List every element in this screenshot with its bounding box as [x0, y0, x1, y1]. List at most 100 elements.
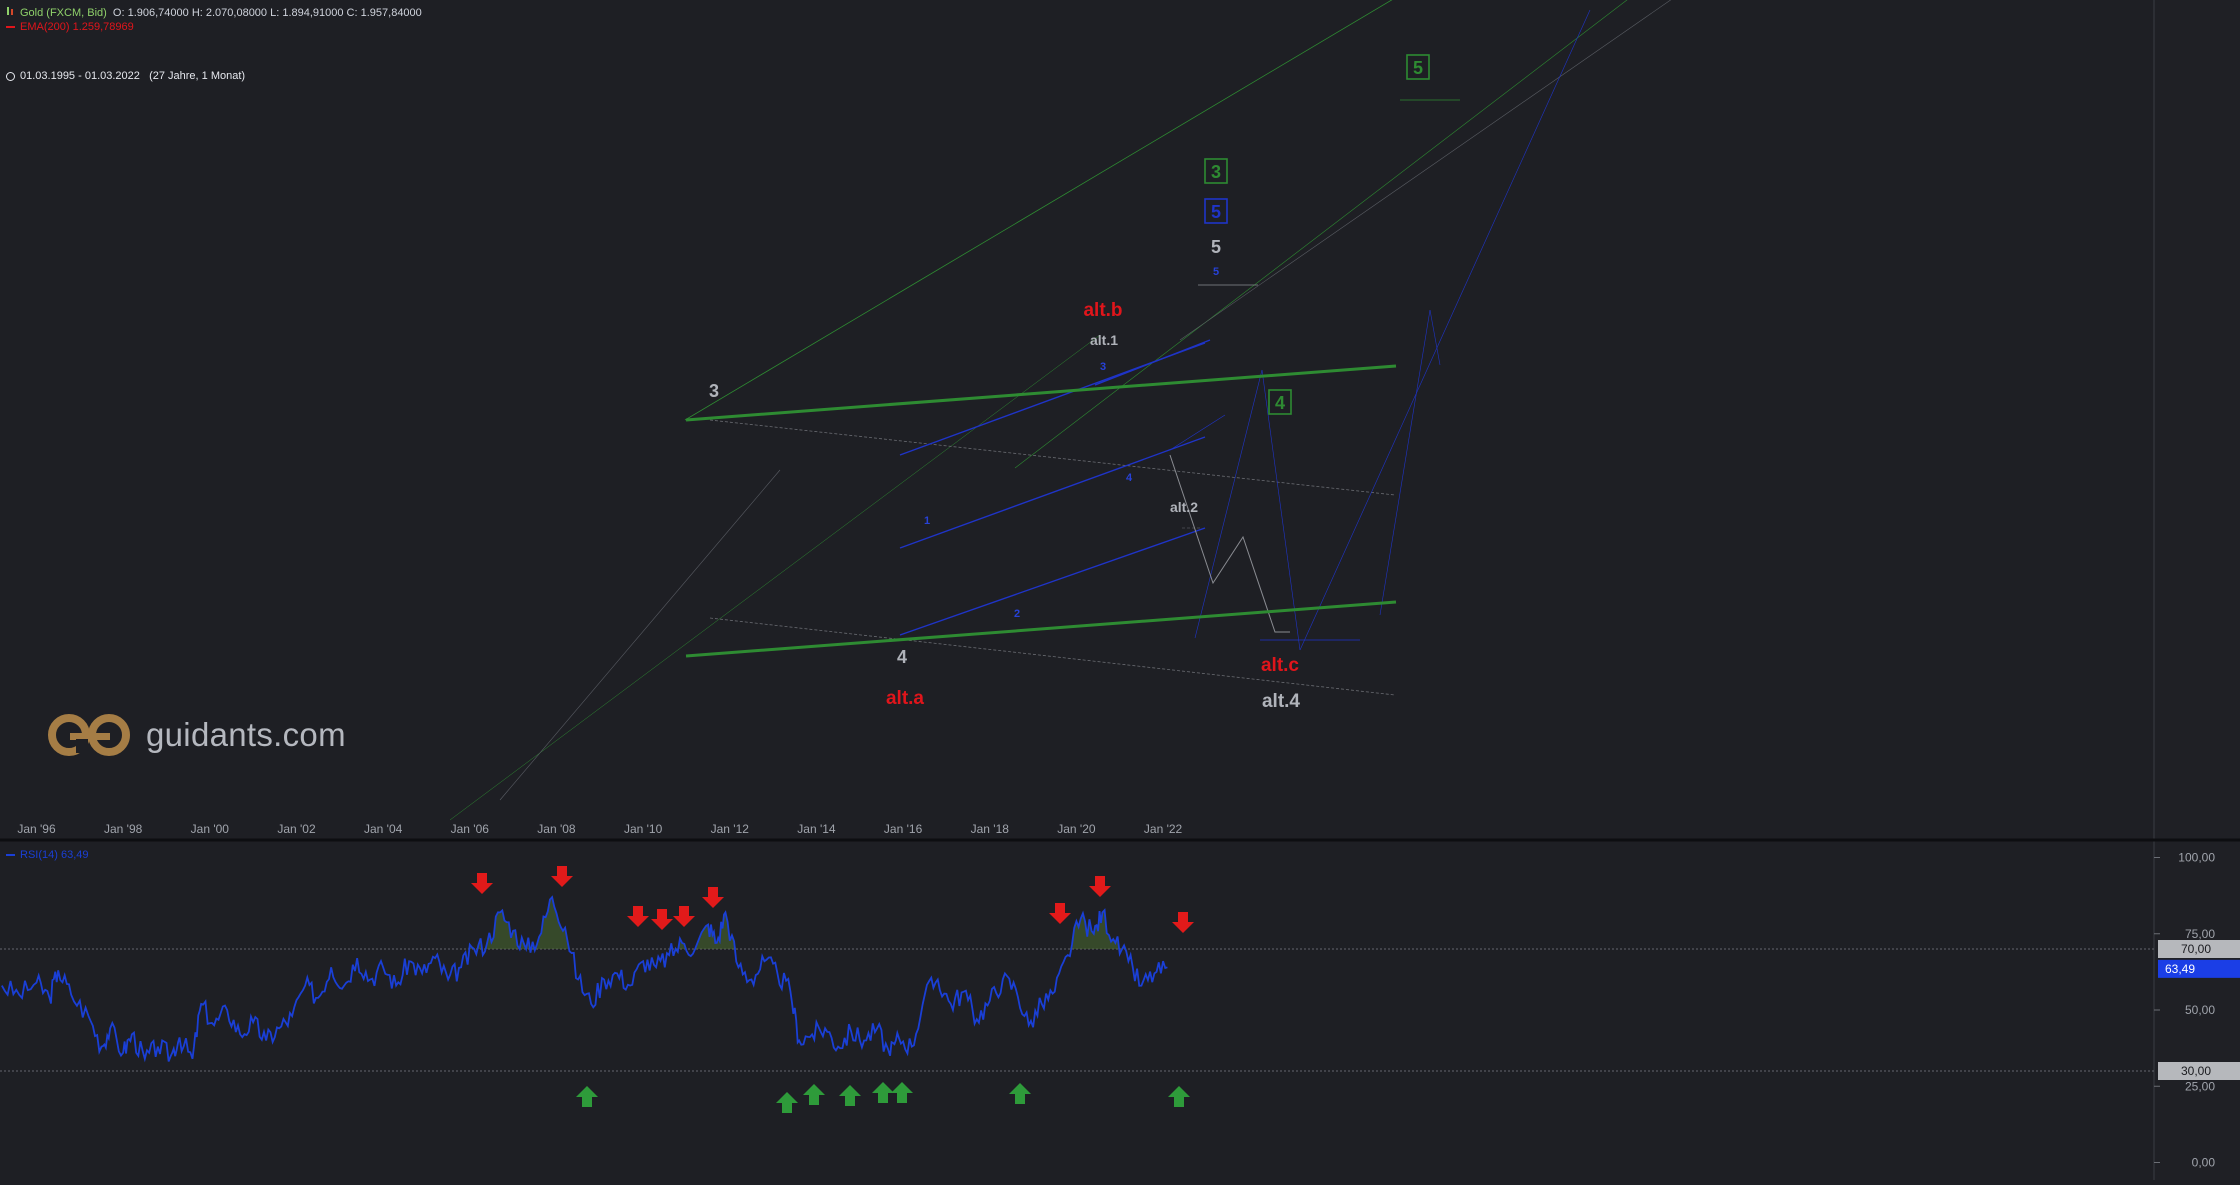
ohlc-values: O: 1.906,74000 H: 2.070,08000 L: 1.894,9…: [112, 7, 422, 19]
wave-fan-line: [1014, 0, 1628, 469]
ema-legend: EMA(200) 1.259,78969: [6, 21, 134, 33]
wave-fan-line: [684, 0, 1393, 421]
arrow-shaft: [897, 1093, 907, 1103]
arrow-head: [1049, 913, 1071, 924]
arrow-shaft: [582, 1097, 592, 1107]
wave-green-4: 4: [1275, 393, 1285, 413]
target-line: [1261, 369, 1301, 651]
arrow-shaft: [845, 1096, 855, 1106]
rsi-level-label: 70,00: [2181, 942, 2211, 956]
target-line: [1379, 309, 1431, 616]
small-wave-1: 1: [924, 515, 930, 527]
rsi-line: [1, 895, 1168, 1063]
alt-projection-path: [1169, 454, 1290, 633]
y-axis-ticks: 675,00000750,00000825,00000900,000001.00…: [2154, 851, 2216, 1170]
rsi-label: RSI(14) 63,49: [20, 849, 89, 861]
ohlc-legend: Gold (FXCM, Bid) O: 1.906,74000 H: 2.070…: [6, 6, 422, 19]
x-tick-label: Jan '12: [711, 822, 750, 836]
arrow-head: [702, 897, 724, 908]
rsi-current-badge: [2158, 959, 2240, 978]
arrow-shaft: [708, 887, 718, 897]
wave-annotations: 3 4 5 3 4 5 5 1 2 3 4 5 alt.a alt.b alt.c alt.1 alt.2 alt…: [709, 54, 1430, 712]
clock-icon: [6, 72, 15, 81]
rsi-tick-label: 0,00: [2192, 1156, 2216, 1170]
buy-arrow-icon: [872, 1082, 894, 1103]
arrow-head: [673, 916, 695, 927]
wave-blue-5: 5: [1211, 202, 1221, 222]
small-wave-2: 2: [1014, 608, 1020, 620]
rsi-legend: RSI(14) 63,49: [6, 849, 88, 861]
alt-a-label: alt.a: [886, 688, 924, 709]
x-tick-label: Jan '06: [451, 822, 490, 836]
x-axis-ticks: Jan '96 Jan '98 Jan '00 Jan '02 Jan '04 Jan '…: [17, 822, 1182, 836]
candles-icon: [6, 6, 15, 19]
arrow-head: [872, 1082, 894, 1093]
date-range-detail: (27 Jahre, 1 Monat): [149, 70, 246, 82]
ema-label: EMA(200) 1.259,78969: [20, 21, 134, 33]
sell-arrow-icon: [627, 906, 649, 927]
alt-4-label: alt.4: [1262, 691, 1300, 712]
alt-c-label: alt.c: [1261, 655, 1299, 676]
x-tick-label: Jan '14: [797, 822, 836, 836]
wave-fan-line: [1179, 0, 1672, 341]
rsi-level-badge: [2158, 940, 2240, 958]
guide-lines: [449, 0, 1672, 821]
sell-arrow-icon: [651, 909, 673, 930]
arrow-head: [839, 1085, 861, 1096]
wave-green-3: 3: [1211, 162, 1221, 182]
guidants-logo-icon: [48, 714, 130, 756]
arrow-shaft: [679, 906, 689, 916]
sell-arrow-icon: [1089, 876, 1111, 897]
line-icon: [6, 849, 15, 861]
blue-channel-line: [1094, 339, 1211, 386]
x-tick-label: Jan '02: [277, 822, 316, 836]
arrow-head: [1089, 886, 1111, 897]
wave-green-3-box: [1204, 158, 1228, 184]
wave-fan-line: [449, 334, 1101, 821]
rsi-current-label: 63,49: [2165, 962, 2195, 976]
arrow-head: [891, 1082, 913, 1093]
sell-arrow-icon: [1172, 912, 1194, 933]
x-tick-label: Jan '98: [104, 822, 143, 836]
sell-arrow-icon: [702, 887, 724, 908]
buy-arrow-icon: [803, 1084, 825, 1105]
alt-b-label: alt.b: [1083, 300, 1122, 321]
arrow-head: [776, 1092, 798, 1103]
x-tick-label: Jan '20: [1057, 822, 1096, 836]
x-tick-label: Jan '10: [624, 822, 663, 836]
rsi-level-badge: [2158, 1062, 2240, 1080]
alt-1-label: alt.1: [1090, 332, 1118, 348]
target-line: [1169, 414, 1226, 451]
arrow-shaft: [633, 906, 643, 916]
arrow-head: [551, 876, 573, 887]
arrow-shaft: [782, 1103, 792, 1113]
small-wave-4: 4: [1126, 472, 1133, 484]
small-wave-3: 3: [1100, 361, 1106, 373]
target-line: [1429, 309, 1441, 366]
x-tick-label: Jan '18: [971, 822, 1010, 836]
arrow-shaft: [809, 1095, 819, 1105]
guidants-logo: guidants.com: [46, 710, 346, 760]
arrow-head: [651, 919, 673, 930]
arrow-head: [627, 916, 649, 927]
small-wave-5: 5: [1213, 266, 1219, 278]
rsi-tick-label: 25,00: [2185, 1079, 2215, 1093]
buy-arrow-icon: [891, 1082, 913, 1103]
wave-blue-5-box: [1204, 198, 1228, 224]
arrow-shaft: [1095, 876, 1105, 886]
blue-channel-line: [899, 436, 1206, 549]
buy-arrow-icon: [576, 1086, 598, 1107]
date-range: 01.03.1995 - 01.03.2022: [20, 70, 140, 82]
arrow-shaft: [1174, 1097, 1184, 1107]
wave-label-4: 4: [897, 647, 907, 667]
rsi-tick-label: 100,00: [2178, 851, 2215, 865]
arrow-shaft: [878, 1093, 888, 1103]
logo-text: guidants.com: [146, 716, 346, 753]
arrow-shaft: [477, 873, 487, 883]
arrow-shaft: [657, 909, 667, 919]
wave-green-4-box: [1268, 389, 1292, 415]
buy-arrow-icon: [776, 1092, 798, 1113]
arrow-shaft: [1178, 912, 1188, 922]
upper-trend-line: [685, 364, 1397, 422]
